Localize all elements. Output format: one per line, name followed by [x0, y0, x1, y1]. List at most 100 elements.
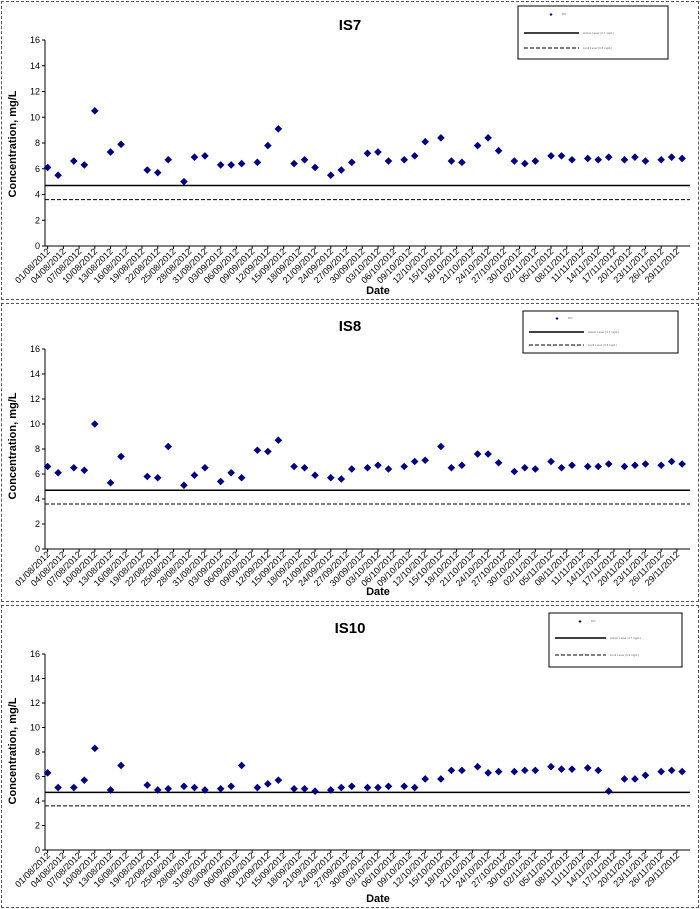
data-point: [620, 775, 629, 783]
data-point: [80, 466, 89, 475]
data-point: [510, 157, 519, 165]
data-point: [568, 155, 576, 164]
chart-title: IS10: [335, 620, 366, 637]
data-point: [70, 157, 78, 165]
data-point: [604, 460, 613, 468]
data-point: [583, 462, 592, 471]
data-point: [557, 463, 566, 472]
data-point: [384, 157, 393, 165]
data-point: [70, 783, 78, 792]
data-point: [216, 161, 225, 169]
legend-box: [548, 612, 683, 668]
data-point: [400, 155, 409, 164]
data-point: [106, 786, 115, 794]
data-point: [521, 463, 529, 472]
data-point: [473, 450, 482, 458]
data-point: [153, 168, 162, 177]
legend-entry-limit: Limit Level (3.6 mg/L): [583, 46, 612, 50]
data-point: [594, 155, 603, 164]
data-point: [531, 157, 540, 165]
data-point: [458, 766, 466, 775]
data-point: [494, 458, 503, 467]
chart-title: IS7: [339, 17, 362, 34]
y-tick-label: 8: [35, 747, 40, 757]
data-point: [347, 158, 356, 167]
data-point: [143, 472, 152, 481]
data-point: [43, 769, 52, 777]
data-point: [227, 161, 235, 169]
y-tick-label: 10: [30, 723, 40, 733]
data-point: [91, 107, 99, 115]
legend-entry-do: DO: [562, 12, 567, 16]
data-point: [43, 163, 52, 172]
data-point: [337, 783, 346, 792]
data-point: [641, 157, 650, 165]
data-point: [667, 457, 676, 466]
data-point: [437, 775, 445, 783]
data-point: [201, 463, 209, 472]
data-point: [447, 766, 456, 775]
legend: DO Action Level (4.7 mg/L) Limit Level (…: [548, 612, 683, 668]
legend-entry-do: DO: [568, 316, 573, 320]
data-point: [300, 784, 309, 793]
data-point: [80, 161, 89, 169]
data-point: [153, 473, 162, 482]
y-axis-label: Concentration, mg/L: [7, 697, 19, 804]
data-point: [153, 786, 162, 794]
data-point: [363, 149, 372, 158]
data-point: [274, 436, 283, 445]
data-point: [604, 153, 613, 161]
data-point: [237, 761, 246, 770]
data-point: [437, 442, 445, 451]
data-point: [421, 137, 429, 146]
data-point: [326, 171, 335, 179]
data-point: [300, 155, 309, 164]
data-point: [337, 166, 346, 174]
data-point: [400, 782, 409, 791]
y-tick-label: 16: [30, 35, 40, 45]
data-point: [421, 456, 429, 465]
y-tick-label: 10: [30, 419, 40, 429]
data-point: [410, 783, 419, 792]
data-point: [484, 450, 492, 458]
data-point: [180, 481, 188, 490]
data-point: [667, 766, 676, 775]
data-point: [583, 154, 592, 163]
data-point: [227, 782, 235, 791]
data-point: [337, 475, 346, 483]
y-tick-label: 0: [35, 845, 40, 855]
y-tick-label: 0: [35, 241, 40, 251]
data-point: [311, 787, 319, 795]
data-point: [264, 780, 272, 788]
y-tick-label: 2: [35, 519, 40, 529]
data-point: [657, 767, 665, 776]
data-point: [290, 784, 298, 793]
data-point: [201, 152, 209, 160]
data-point: [91, 744, 99, 753]
data-point: [384, 782, 393, 791]
data-point: [657, 155, 665, 164]
y-tick-label: 14: [30, 674, 40, 684]
data-point: [494, 146, 503, 155]
y-tick-label: 10: [30, 112, 40, 122]
data-point: [54, 783, 62, 792]
data-point: [447, 463, 456, 472]
legend-entry-do: DO: [591, 619, 596, 623]
data-point: [657, 461, 665, 470]
data-point: [143, 166, 152, 174]
data-point: [311, 163, 319, 172]
legend-entry-limit: Limit Level (3.6 mg/L): [610, 653, 639, 657]
y-tick-label: 4: [35, 796, 40, 806]
y-tick-label: 6: [35, 772, 40, 782]
y-tick-label: 2: [35, 215, 40, 225]
data-point: [180, 782, 188, 791]
data-point: [631, 775, 639, 783]
data-point: [80, 776, 89, 784]
data-point: [547, 762, 555, 771]
data-point: [117, 761, 125, 770]
data-point: [557, 152, 566, 160]
data-point: [473, 762, 482, 771]
data-point: [547, 457, 555, 466]
chart-is7: IS7 Date Concentration, mg/L DO Action L…: [7, 5, 690, 297]
data-point: [678, 460, 686, 468]
